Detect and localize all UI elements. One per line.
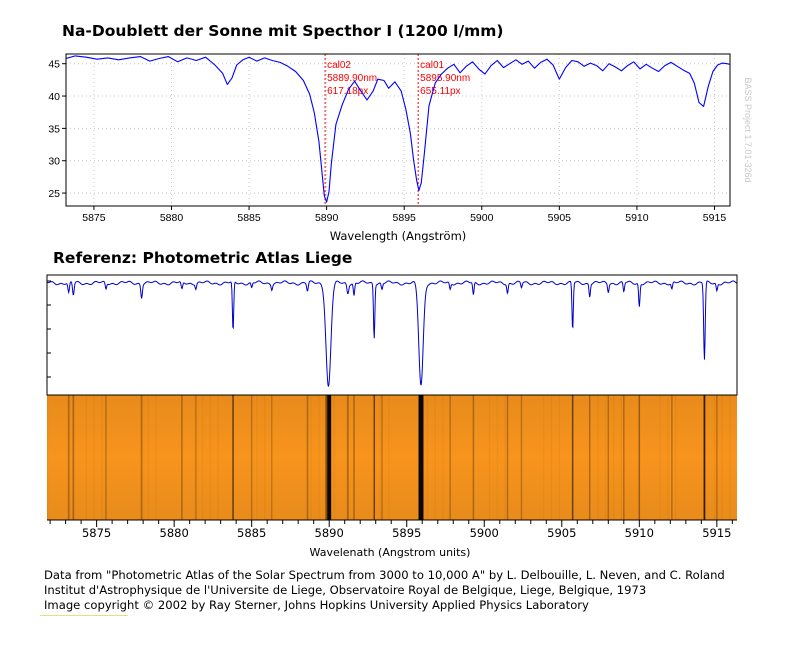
x-tick-label: 5905	[548, 212, 572, 224]
bottom-chart-title: Referenz: Photometric Atlas Liege	[53, 249, 353, 267]
plot-area-2	[47, 275, 737, 395]
plot-frame-2	[46, 274, 738, 396]
strip-shading	[47, 395, 737, 520]
credit-line-1: Data from "Photometric Atlas of the Sola…	[44, 568, 725, 582]
sun-spectrum-chart: 5875 5880 5885 5890 5895 5900 5905 5910 5915 25 30…	[48, 53, 753, 243]
x-tick-label: 5890	[315, 526, 344, 540]
x-tick-label: 5905	[547, 526, 576, 540]
watermark-text: BASS Project 1.7.01-326d	[743, 77, 753, 182]
credits-block: Data from "Photometric Atlas of the Sola…	[44, 568, 725, 613]
calibration-marker-label: cal01	[420, 60, 444, 71]
plot-frame-1	[65, 53, 731, 207]
calibration-marker-wavelength: 5895.90nm	[420, 73, 470, 84]
x-tick-label: 5885	[237, 526, 266, 540]
y-tick-label: 40	[48, 91, 60, 103]
spectrum-line-reference	[47, 280, 737, 387]
calibration-marker-wavelength: 5889.90nm	[327, 73, 377, 84]
x-tick-label: 5890	[315, 212, 339, 224]
x-tick-label: 5900	[470, 526, 499, 540]
spectrum-line-measured	[66, 55, 730, 203]
reference-atlas-chart: 5875 5880 5885 5890 5895 5900 5905 5910 5915 Wave…	[46, 274, 738, 559]
x-axis-label-1: Wavelength (Angström)	[330, 229, 467, 243]
x-tick-label: 5895	[392, 526, 421, 540]
y-tick-label: 30	[48, 156, 60, 168]
y-tick-label: 25	[48, 188, 60, 200]
highlight-underline	[40, 615, 128, 616]
calibration-marker-label: cal02	[327, 60, 351, 71]
x-tick-label: 5900	[470, 212, 494, 224]
x-tick-label: 5915	[702, 526, 731, 540]
y-tick-label: 45	[48, 59, 60, 71]
x-tick-label: 5910	[625, 526, 654, 540]
plot-area-1	[66, 54, 730, 206]
top-chart-title: Na-Doublett der Sonne mit Specthor I (12…	[62, 22, 504, 40]
x-tick-label: 5880	[160, 526, 189, 540]
y-tick-label: 35	[48, 123, 60, 135]
x-axis-label-2: Wavelenath (Angstrom units)	[310, 546, 471, 559]
x-tick-label: 5875	[82, 212, 106, 224]
calibration-marker-pixel: 655.11px	[420, 86, 460, 97]
x-tick-label: 5895	[393, 212, 417, 224]
x-tick-label: 5880	[160, 212, 184, 224]
x-tick-label: 5885	[237, 212, 261, 224]
x-tick-label: 5910	[625, 212, 649, 224]
credit-line-3: Image copyright © 2002 by Ray Sterner, J…	[44, 598, 589, 612]
credit-line-2: Institut d'Astrophysique de l'Universite…	[44, 583, 647, 597]
x-tick-label: 5875	[82, 526, 111, 540]
x-tick-label: 5915	[703, 212, 727, 224]
